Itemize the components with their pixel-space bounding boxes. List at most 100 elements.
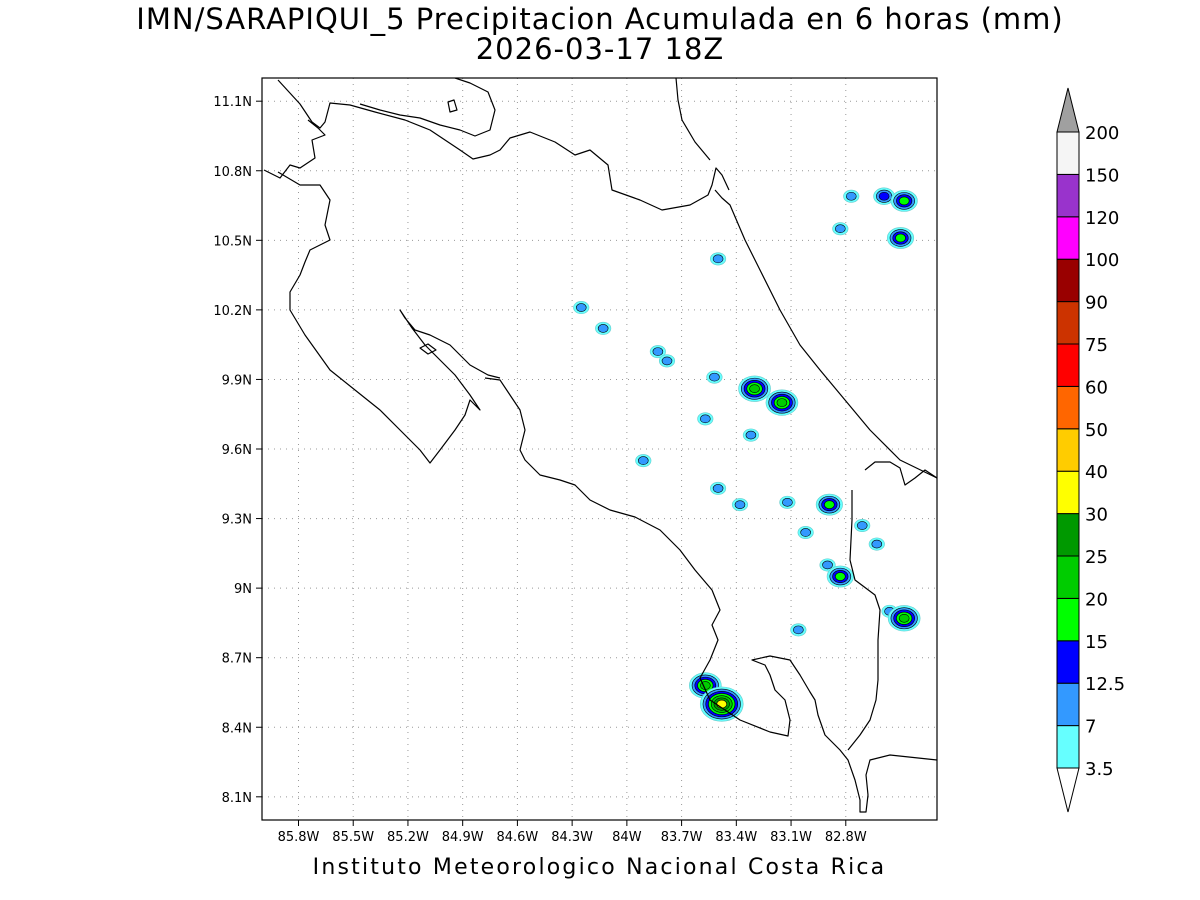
colorbar-swatch — [1056, 428, 1080, 472]
precip-contour — [856, 521, 868, 530]
lon-tick-label: 85.2W — [387, 830, 429, 845]
precip-contour — [709, 372, 720, 382]
precip-cell — [710, 252, 727, 266]
colorbar-label: 25 — [1085, 547, 1108, 568]
lat-tick-label: 10.5N — [213, 234, 252, 249]
precip-contour — [652, 347, 664, 356]
bocas-coast — [864, 461, 937, 486]
precip-cell — [873, 187, 895, 205]
coastline-and-borders — [263, 78, 937, 813]
nicoya-coast — [263, 119, 501, 464]
map-axes: 85.8W 85.5W 85.2W 84.9W 84.6W 84.3W 84W 83.7W 83… — [213, 95, 866, 845]
lat-tick-label: 9.9N — [222, 373, 252, 388]
precip-contour — [712, 254, 724, 264]
colorbar-swatch — [1056, 343, 1080, 387]
lon-tick-label: 83.7W — [661, 830, 703, 845]
colorbar-label: 30 — [1085, 505, 1108, 526]
colorbar-label: 7 — [1085, 717, 1096, 738]
precip-contour — [749, 384, 760, 394]
nicaragua-coast-north — [359, 78, 496, 137]
precip-contour — [745, 430, 757, 440]
precip-contour — [898, 613, 910, 623]
precip-contour — [895, 233, 906, 243]
colorbar-swatch — [1056, 640, 1080, 684]
lat-tick-label: 8.1N — [222, 791, 252, 806]
precip-contour — [637, 456, 649, 465]
colorbar-swatch — [1056, 216, 1080, 260]
precip-contour — [716, 699, 728, 709]
precip-contour — [734, 500, 746, 509]
lon-tick-label: 84.6W — [496, 830, 538, 845]
precip-contour — [835, 572, 846, 581]
precip-contour — [661, 356, 673, 366]
colorbar-swatch — [1056, 513, 1080, 557]
lat-tick-label: 10.2N — [213, 304, 252, 319]
colorbar-label: 90 — [1085, 293, 1108, 314]
colorbar-label: 12.5 — [1085, 674, 1125, 695]
precip-cell — [815, 493, 843, 516]
precip-cell — [738, 375, 771, 402]
precip-cell — [706, 370, 723, 384]
colorbar-swatch — [1056, 725, 1080, 769]
precip-cell — [658, 354, 676, 368]
colorbar-label: 15 — [1085, 632, 1108, 653]
map-title: IMN/SARAPIQUI_5 Precipitacion Acumulada … — [136, 2, 1064, 36]
lat-tick-label: 11.1N — [213, 95, 252, 110]
lat-tick-label: 9.3N — [222, 513, 252, 528]
precip-cell — [779, 495, 796, 509]
panama-border — [847, 490, 881, 751]
precip-contour — [871, 539, 883, 549]
precip-contour — [597, 324, 609, 333]
precip-cell — [573, 301, 590, 315]
precip-contour — [878, 191, 890, 201]
lake-island — [447, 99, 458, 113]
colorbar-swatch — [1056, 385, 1080, 430]
precip-cell — [832, 222, 849, 236]
central-pacific-coast — [484, 377, 937, 813]
precip-contour — [898, 196, 910, 206]
colorbar-swatch — [1056, 597, 1080, 642]
precip-cell — [843, 189, 860, 203]
lon-tick-label: 83.1W — [770, 830, 812, 845]
colorbar-label: 75 — [1085, 335, 1108, 356]
colorbar-label: 50 — [1085, 420, 1108, 441]
lat-tick-label: 10.8N — [213, 165, 252, 180]
colorbar-max-arrow — [1056, 87, 1080, 133]
precip-cell — [826, 565, 854, 588]
lon-tick-label: 85.8W — [278, 830, 320, 845]
map-valid-time: 2026-03-17 18Z — [475, 32, 725, 66]
precipitation-field — [573, 187, 921, 722]
precip-contour — [700, 414, 711, 424]
lon-tick-label: 84.9W — [442, 830, 484, 845]
lon-tick-label: 83.4W — [715, 830, 757, 845]
precip-contour — [712, 484, 724, 493]
precip-contour — [793, 625, 804, 635]
precip-contour — [575, 303, 587, 312]
colorbar-label: 120 — [1085, 208, 1119, 229]
precip-contour — [800, 528, 811, 537]
precip-cell — [635, 454, 652, 468]
precip-cell — [595, 321, 612, 335]
nicaragua-lake-shore — [277, 79, 730, 211]
lat-tick-label: 9.6N — [222, 443, 252, 458]
precip-cell — [697, 412, 714, 426]
colorbar-label: 200 — [1085, 123, 1119, 144]
precip-colorbar: 3.5 7 12.5 15 20 25 30 40 50 60 75 90 100 120 150 200 — [1056, 87, 1125, 813]
precip-cell — [797, 525, 814, 539]
colorbar-label: 40 — [1085, 462, 1108, 483]
precip-cell — [765, 389, 799, 416]
precip-cell — [649, 345, 666, 359]
lat-tick-label: 8.4N — [222, 721, 252, 736]
precip-cell — [699, 686, 744, 722]
precip-cell — [742, 428, 759, 442]
precip-cell — [887, 605, 921, 632]
lon-tick-label: 82.8W — [825, 830, 867, 845]
precip-cell — [819, 558, 836, 572]
precip-cell — [890, 189, 918, 212]
precip-contour — [835, 224, 846, 234]
precip-cell — [854, 519, 871, 533]
golfo-nicoya-island — [419, 343, 437, 355]
colorbar-swatch — [1056, 173, 1080, 218]
institution-credit: Instituto Meteorologico Nacional Costa R… — [312, 855, 887, 880]
